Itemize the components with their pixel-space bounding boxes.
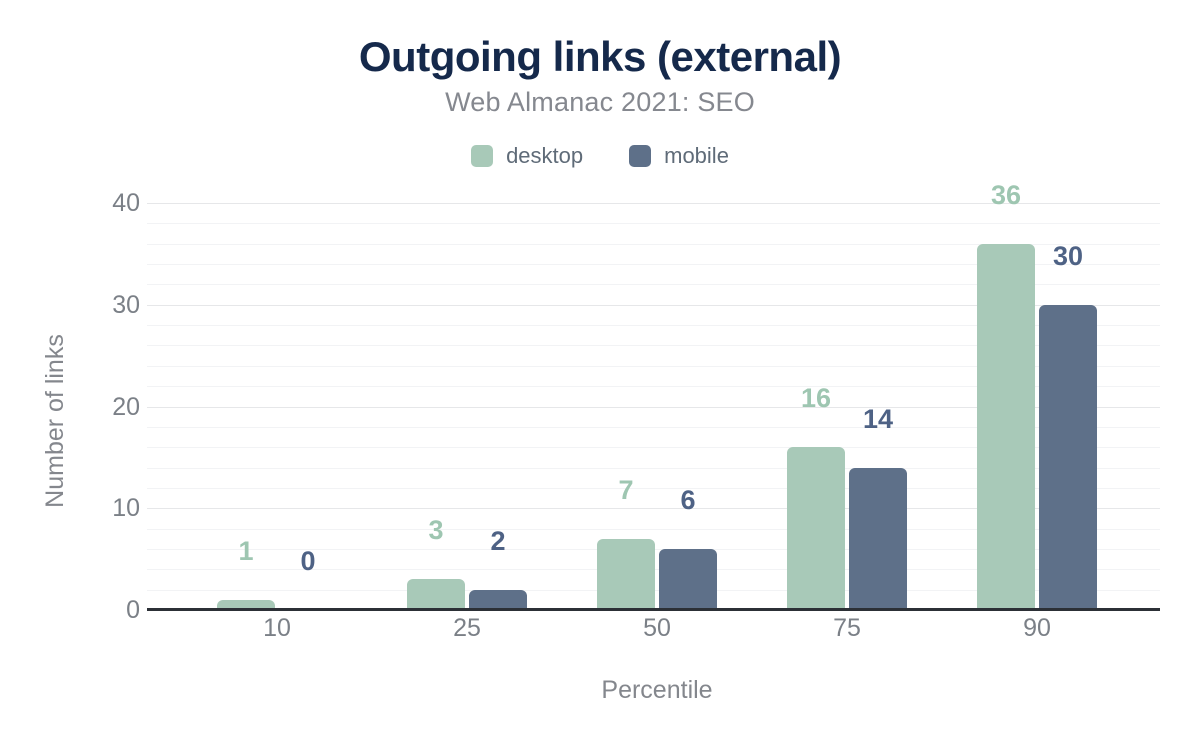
y-axis-title: Number of links [41,334,69,508]
gridline-minor [147,365,1160,367]
bar-desktop-p50 [597,539,655,610]
data-label-mobile-p75: 14 [862,404,894,434]
legend-item-desktop: desktop [471,143,583,169]
gridline-major [147,406,1160,408]
gridline-minor [147,345,1160,347]
x-axis-title: Percentile [601,676,713,704]
gridline-minor [147,223,1160,225]
bar-mobile-p90 [1039,305,1097,610]
x-tick-label: 50 [643,614,671,642]
bar-desktop-p75 [787,447,845,610]
gridline-minor [147,243,1160,245]
y-tick-label: 40 [112,189,140,217]
legend: desktop mobile [0,142,1200,170]
gridline-major [147,508,1160,510]
gridline-minor [147,264,1160,266]
x-tick-label: 25 [453,614,481,642]
gridline-minor [147,447,1160,449]
bar-desktop-p90 [977,244,1035,610]
gridline-minor [147,487,1160,489]
bar-desktop-p10 [217,600,275,610]
chart-subtitle: Web Almanac 2021: SEO [445,87,755,117]
desktop-legend-swatch-icon [471,145,494,167]
data-label-mobile-p90: 30 [1052,241,1084,271]
mobile-legend-swatch-icon [629,145,652,167]
gridline-minor [147,284,1160,286]
data-label-mobile-p10: 0 [300,546,316,576]
bar-mobile-p50 [659,549,717,610]
data-label-desktop-p25: 3 [428,515,444,545]
y-tick-label: 20 [112,392,140,421]
data-label-desktop-p75: 16 [800,383,832,413]
gridline-minor [147,426,1160,428]
data-label-mobile-p25: 2 [490,526,506,556]
gridline-minor [147,386,1160,388]
data-label-desktop-p50: 7 [618,475,634,505]
y-tick-label: 0 [126,596,140,624]
legend-label-mobile: mobile [664,143,729,168]
chart-title: Outgoing links (external) [358,33,842,80]
gridline-minor [147,325,1160,327]
x-axis-line [147,608,1160,611]
data-label-desktop-p10: 1 [238,536,254,566]
plot-area: 1 0 3 2 7 6 16 14 36 30 [147,181,1160,611]
data-label-desktop-p90: 36 [990,180,1022,210]
legend-item-mobile: mobile [629,143,729,169]
y-tick-label: 30 [112,290,140,319]
x-tick-label: 90 [1023,614,1051,642]
gridline-major [147,203,1160,204]
gridline-major [147,304,1160,306]
bar-desktop-p25 [407,579,465,610]
gridline-minor [147,467,1160,469]
x-tick-label: 10 [263,614,291,642]
gridline-minor [147,528,1160,530]
data-label-mobile-p50: 6 [680,485,696,515]
bar-mobile-p25 [469,590,527,610]
bar-mobile-p75 [849,468,907,610]
x-tick-label: 75 [833,614,861,642]
y-tick-label: 10 [112,494,140,523]
legend-label-desktop: desktop [506,143,584,168]
